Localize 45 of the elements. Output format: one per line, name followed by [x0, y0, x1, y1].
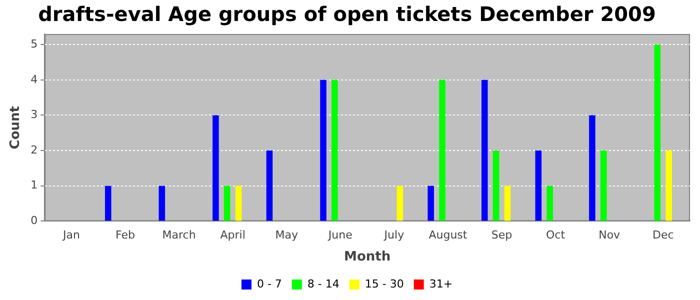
bar	[666, 150, 672, 221]
bar	[504, 186, 511, 221]
bar	[224, 186, 230, 221]
x-tick-label: Feb	[116, 228, 136, 242]
x-tick-label: Dec	[652, 228, 674, 242]
bar	[320, 80, 326, 221]
x-tick-label: Sep	[491, 228, 512, 242]
legend-label: 15 - 30	[364, 277, 404, 290]
x-tick-label: Nov	[598, 228, 621, 242]
bar	[396, 186, 404, 221]
bar	[428, 186, 434, 221]
bar	[212, 115, 219, 221]
y-tick-label: 1	[30, 178, 38, 192]
y-tick-label: 2	[30, 143, 38, 156]
bar	[535, 150, 542, 221]
x-axis-title: Month	[344, 250, 391, 265]
x-tick-label: Oct	[546, 228, 566, 242]
x-tick-label: August	[428, 228, 468, 242]
x-tick-label: June	[327, 228, 353, 242]
bar	[600, 150, 607, 221]
bar	[439, 80, 446, 221]
bar	[266, 150, 273, 221]
bar	[158, 186, 166, 221]
legend-label: 31+	[429, 277, 453, 290]
y-tick-label: 3	[30, 108, 38, 122]
bar	[481, 80, 488, 221]
bar	[235, 186, 242, 221]
bar	[654, 44, 661, 221]
x-tick-label: March	[162, 228, 196, 242]
y-tick-label: 5	[30, 37, 38, 50]
bar	[589, 115, 596, 221]
bar	[104, 186, 112, 221]
x-tick-label: April	[220, 228, 246, 242]
x-tick-label: July	[383, 228, 405, 242]
y-axis-title: Count	[8, 106, 24, 150]
chart-title: drafts-eval Age groups of open tickets December 2009	[38, 2, 656, 26]
bar	[492, 150, 500, 221]
y-tick-label: 4	[30, 72, 38, 86]
bar	[546, 186, 553, 221]
legend-label: 8 - 14	[307, 277, 340, 290]
legend-label: 0 - 7	[256, 277, 282, 290]
bar	[332, 80, 338, 221]
x-tick-label: May	[275, 228, 298, 242]
x-tick-label: Jan	[62, 228, 80, 242]
y-tick-label: 0	[30, 214, 38, 228]
